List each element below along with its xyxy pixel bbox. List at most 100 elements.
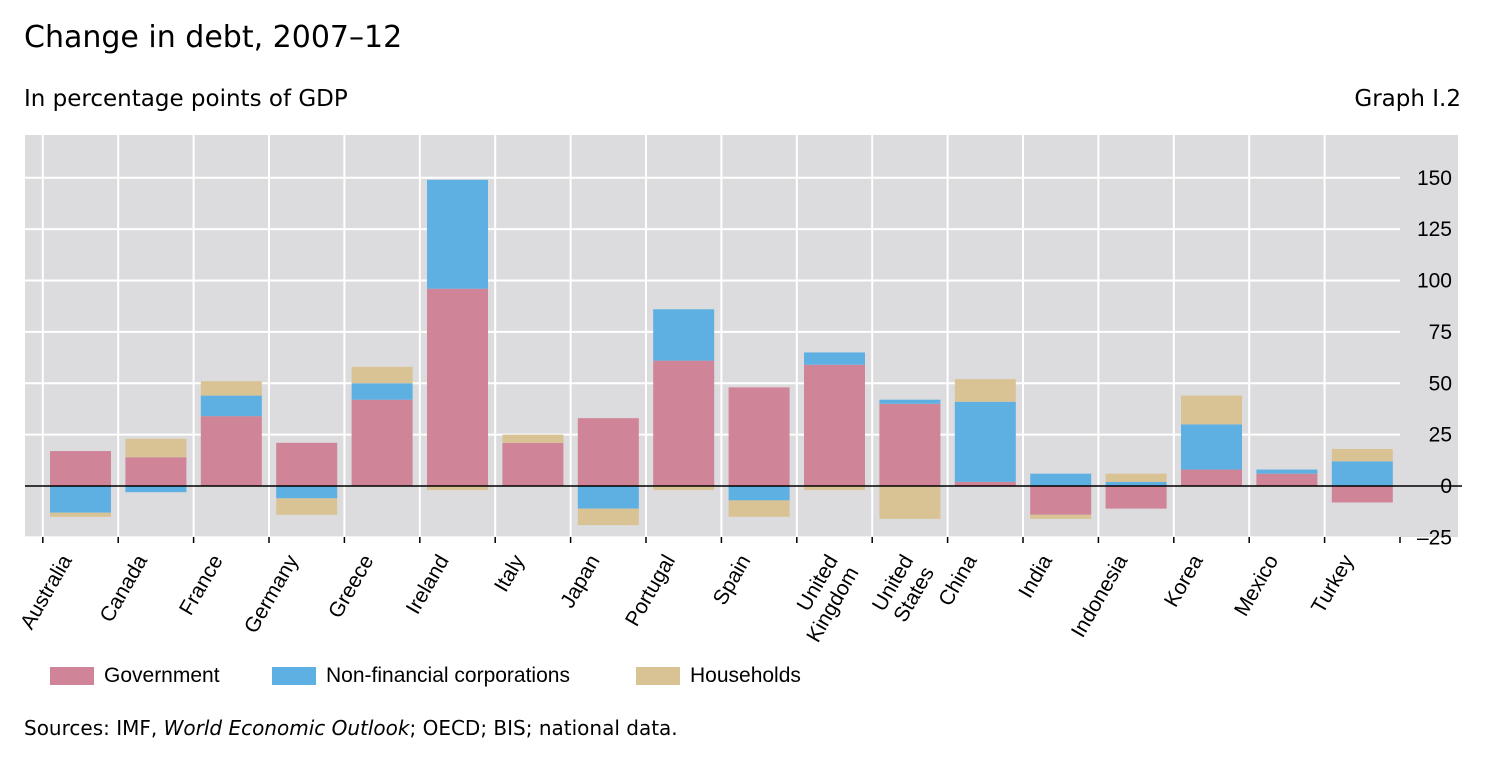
legend-label-non-financial-corporations: Non-financial corporations <box>326 664 570 687</box>
bar-indonesia-households <box>1105 473 1167 482</box>
bar-india-households <box>1030 514 1092 519</box>
x-tick-label: China <box>934 551 982 610</box>
bar-canada-government <box>125 457 187 486</box>
x-tick-label-line: Indonesia <box>1067 551 1133 642</box>
x-tick-label: UnitedStates <box>868 551 939 627</box>
bar-korea-non-financial-corporations <box>1181 424 1242 470</box>
y-tick-label: 75 <box>1429 321 1452 344</box>
x-tick-label-line: Turkey <box>1307 551 1359 618</box>
bar-spain-households <box>728 500 790 517</box>
x-tick-label-line: Australia <box>16 551 77 634</box>
bar-chart: 150 125 100 75 50 25 0 –25 Australia Canada France… <box>16 135 1462 646</box>
bar-france-households <box>200 381 262 396</box>
bar-mexico-non-financial-corporations <box>1256 469 1318 474</box>
x-tick-label: Japan <box>556 551 605 612</box>
bar-united-kingdom-households <box>804 486 865 491</box>
x-tick-label-line: Spain <box>709 551 756 609</box>
x-tick-label-line: Korea <box>1160 551 1208 611</box>
bar-india-non-financial-corporations <box>1030 473 1092 486</box>
x-tick-label-line: Italy <box>490 551 529 596</box>
bar-china-households <box>954 379 1016 402</box>
y-tick-label: 0 <box>1440 475 1452 498</box>
x-tick-label: UnitedKingdom <box>781 551 863 646</box>
bar-greece-households <box>351 366 413 384</box>
bar-italy-government <box>502 442 564 486</box>
bar-ireland-government <box>427 288 488 486</box>
bar-india-government <box>1030 486 1092 515</box>
bar-germany-government <box>276 442 338 486</box>
y-tick-label: –25 <box>1417 526 1452 549</box>
x-tick-label-line: Mexico <box>1230 551 1283 620</box>
bar-turkey-government <box>1331 486 1393 503</box>
bar-korea-government <box>1181 469 1242 486</box>
x-tick-label: Mexico <box>1230 551 1283 620</box>
y-tick-label: 50 <box>1429 372 1452 395</box>
bar-australia-government <box>50 451 111 486</box>
legend-swatch-government <box>50 667 94 685</box>
source-prefix: Sources: IMF, <box>24 716 164 740</box>
bar-greece-government <box>351 399 413 486</box>
source-note: Sources: IMF, World Economic Outlook; OE… <box>24 716 678 740</box>
x-tick-label-line: India <box>1014 551 1057 602</box>
x-tick-label: Indonesia <box>1067 551 1133 642</box>
x-tick-label: Ireland <box>402 551 454 618</box>
legend-item-government: Government <box>50 664 220 688</box>
bar-australia-households <box>50 512 111 517</box>
x-tick-label-line: France <box>175 551 228 619</box>
graph-number: Graph I.2 <box>1354 86 1461 112</box>
bar-turkey-households <box>1331 449 1393 462</box>
bar-china-government <box>954 481 1016 486</box>
legend-label-households: Households <box>690 664 801 687</box>
bar-spain-non-financial-corporations <box>728 486 790 501</box>
legend-swatch-non-financial-corporations <box>272 667 316 685</box>
x-tick-label-line: China <box>934 551 982 610</box>
bar-united-states-households <box>879 486 941 519</box>
bar-japan-non-financial-corporations <box>577 486 639 509</box>
bar-mexico-government <box>1256 473 1318 486</box>
bar-germany-non-financial-corporations <box>276 486 338 499</box>
bar-portugal-households <box>653 486 715 491</box>
legend-item-households: Households <box>636 664 801 688</box>
x-tick-label: Spain <box>709 551 756 609</box>
bar-australia-non-financial-corporations <box>50 486 111 513</box>
y-tick-label: 100 <box>1417 270 1452 293</box>
bar-turkey-non-financial-corporations <box>1331 461 1393 486</box>
x-tick-label: India <box>1014 551 1057 602</box>
x-tick-label: Greece <box>324 551 378 622</box>
bar-united-kingdom-government <box>804 364 865 486</box>
x-tick-label: Italy <box>490 551 529 596</box>
y-tick-label: 125 <box>1417 218 1452 241</box>
bar-portugal-non-financial-corporations <box>653 309 715 361</box>
bar-portugal-government <box>653 360 715 486</box>
bar-ireland-households <box>427 486 488 491</box>
bar-canada-households <box>125 438 187 458</box>
x-tick-label: Australia <box>16 551 77 634</box>
bar-united-states-non-financial-corporations <box>879 399 941 404</box>
source-suffix: ; OECD; BIS; national data. <box>409 716 678 740</box>
legend-swatch-households <box>636 667 680 685</box>
bar-japan-government <box>577 418 639 486</box>
bar-indonesia-government <box>1105 486 1167 509</box>
bar-canada-non-financial-corporations <box>125 486 187 493</box>
bar-united-kingdom-non-financial-corporations <box>804 352 865 365</box>
x-tick-label: Turkey <box>1307 551 1359 618</box>
x-tick-label: Portugal <box>621 551 680 630</box>
legend-item-non-financial-corporations: Non-financial corporations <box>272 664 570 688</box>
x-tick-label-line: Greece <box>324 551 378 622</box>
x-tick-label: Germany <box>240 551 303 638</box>
bar-ireland-non-financial-corporations <box>427 179 488 289</box>
bar-italy-households <box>502 434 564 443</box>
bar-united-states-government <box>879 403 941 486</box>
bar-greece-non-financial-corporations <box>351 383 413 400</box>
chart-subtitle: In percentage points of GDP <box>24 86 348 112</box>
bar-japan-households <box>577 508 639 526</box>
chart-title: Change in debt, 2007–12 <box>24 20 403 55</box>
bar-china-non-financial-corporations <box>954 401 1016 482</box>
legend: Government Non-financial corporations Ho… <box>0 664 1493 688</box>
x-tick-label-line: Japan <box>556 551 605 612</box>
bar-france-government <box>200 416 262 486</box>
x-tick-label-line: Portugal <box>621 551 680 630</box>
y-tick-label: 150 <box>1417 167 1452 190</box>
y-tick-label: 25 <box>1429 424 1452 447</box>
x-tick-label: Korea <box>1160 551 1208 611</box>
